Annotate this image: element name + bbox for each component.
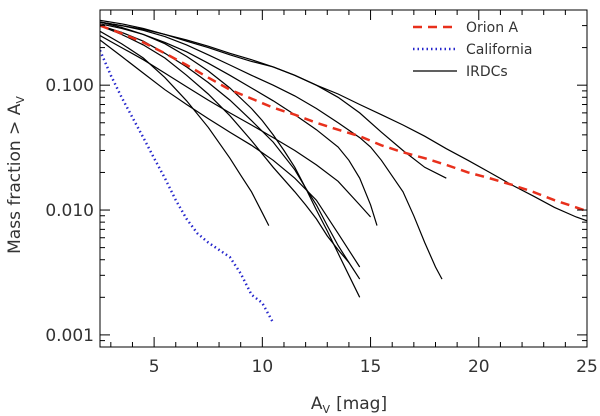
x-tick-label: 10 <box>252 357 274 377</box>
y-axis-title: Mass fraction > AV <box>5 96 27 254</box>
series-orion-a-line <box>100 24 587 213</box>
series-california-line <box>100 49 275 324</box>
series-irdc-10-line <box>100 34 372 218</box>
x-axis-title-sub: V <box>323 403 331 416</box>
series-irdc-4-line <box>100 23 378 226</box>
series-irdcs-line <box>100 21 587 222</box>
plot-area <box>100 19 587 324</box>
x-tick-label: 15 <box>360 357 382 377</box>
y-tick-label: 0.010 <box>45 201 94 221</box>
x-axis-title-main: A <box>311 394 323 414</box>
x-tick-label: 20 <box>468 357 490 377</box>
x-axis-title-unit: [mag] <box>336 394 387 414</box>
y-tick-label: 0.100 <box>45 76 94 96</box>
series-irdc-2-line <box>100 19 447 179</box>
series-irdc-7-line <box>100 25 350 263</box>
series-irdc-9-line <box>100 39 361 268</box>
series-irdc-5-line <box>100 21 361 280</box>
series-irdc-3-line <box>100 21 443 280</box>
y-axis-title-sub: V <box>14 96 27 104</box>
y-axis-title-main: Mass fraction > A <box>5 103 25 254</box>
legend: Orion A California IRDCs <box>413 20 532 80</box>
plot-frame <box>99 9 588 348</box>
legend-orion-a-label: Orion A <box>466 20 519 36</box>
x-tick-label: 25 <box>576 357 598 377</box>
legend-irdcs-label: IRDCs <box>466 64 508 80</box>
series-irdc-8-line <box>100 30 270 226</box>
x-tick-label: 5 <box>149 357 160 377</box>
x-axis-title: AV [mag] <box>311 394 387 416</box>
ticks: 5 10 15 20 25 0.001 0.010 0.100 <box>45 9 598 377</box>
y-tick-label: 0.001 <box>45 326 94 346</box>
legend-california-label: California <box>466 42 532 58</box>
series-irdc-6-line <box>100 25 361 298</box>
axes <box>99 9 588 348</box>
